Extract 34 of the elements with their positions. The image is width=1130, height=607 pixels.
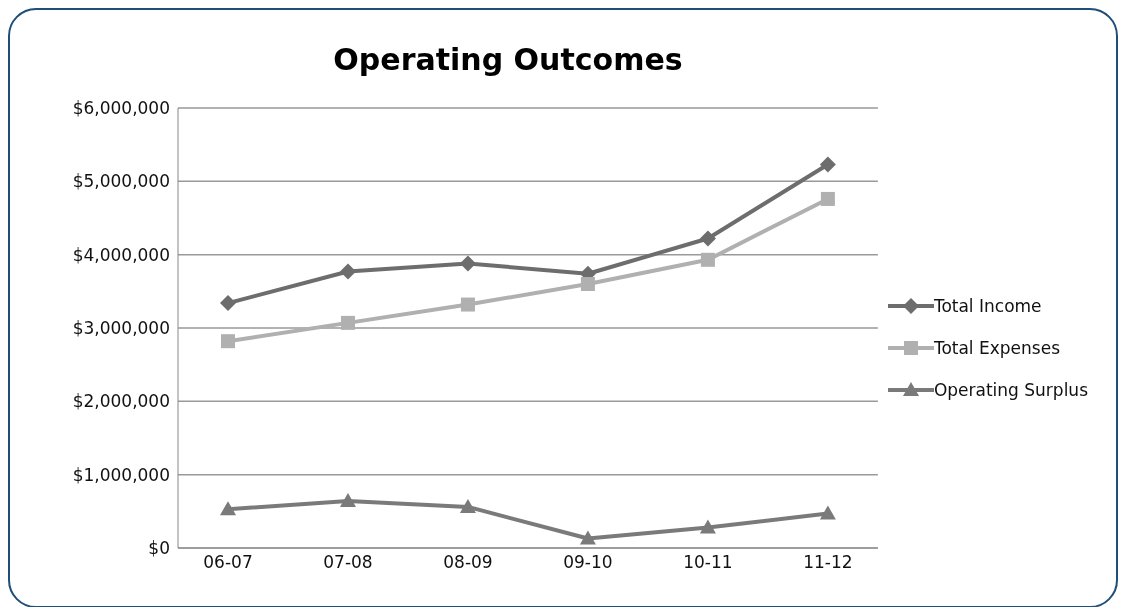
point <box>339 263 356 280</box>
point <box>819 505 836 520</box>
point <box>580 277 595 291</box>
x-tick-label: 07-08 <box>323 552 373 573</box>
x-tick-label: 10-11 <box>683 552 733 573</box>
legend-label: Total Income <box>933 296 1042 316</box>
point <box>340 315 355 330</box>
x-tick-label: 06-07 <box>203 552 253 573</box>
point <box>699 230 716 247</box>
legend-label: Total Expenses <box>933 338 1060 358</box>
point <box>221 334 235 349</box>
point <box>220 295 236 312</box>
point <box>460 297 475 312</box>
point <box>579 530 596 545</box>
x-tick-label: 09-10 <box>563 552 613 573</box>
point <box>220 501 236 516</box>
y-tick-label: $2,000,000 <box>72 391 170 412</box>
y-tick-label: $6,000,000 <box>72 98 170 119</box>
point <box>339 493 356 508</box>
x-tick-label: 11-12 <box>803 552 853 573</box>
point <box>820 191 835 206</box>
x-tick-label: 08-09 <box>443 552 493 573</box>
y-tick-label: $3,000,000 <box>72 318 170 339</box>
y-tick-label: $4,000,000 <box>72 244 170 265</box>
legend-label: Operating Surplus <box>933 380 1088 400</box>
point <box>459 255 476 272</box>
point <box>819 156 836 173</box>
y-tick-label: $0 <box>148 538 170 559</box>
y-tick-label: $5,000,000 <box>72 171 170 192</box>
point <box>699 519 716 534</box>
point <box>700 252 715 267</box>
y-tick-label: $1,000,000 <box>72 464 170 485</box>
point <box>459 498 476 513</box>
chart-title: Operating Outcomes <box>332 42 684 77</box>
